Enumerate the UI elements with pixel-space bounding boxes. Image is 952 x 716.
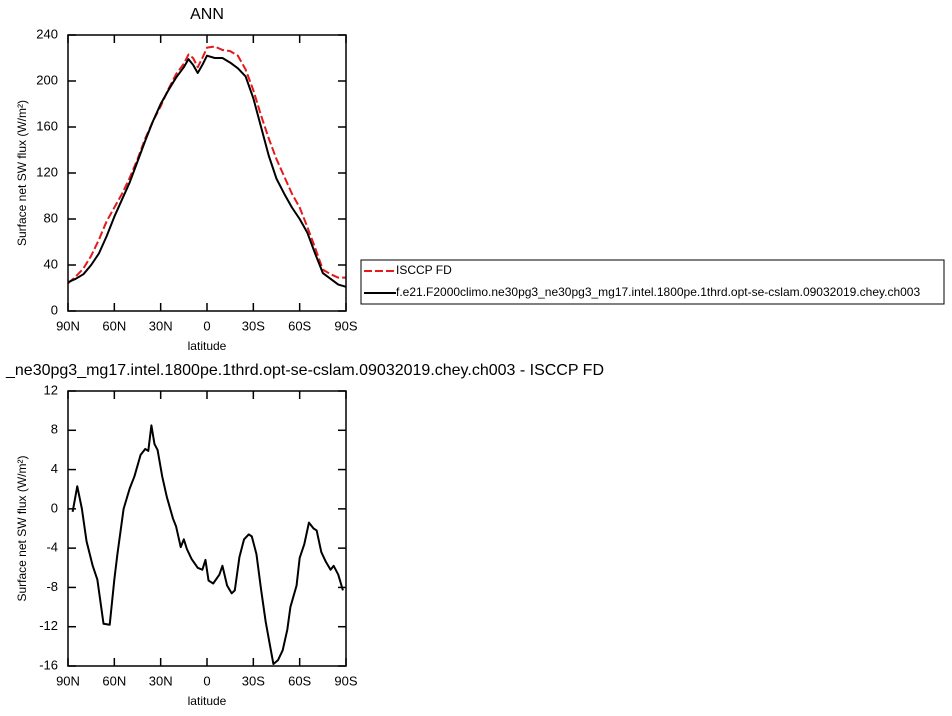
x-tick-label: 30N xyxy=(149,318,173,333)
y-axis-label: Surface net SW flux (W/m²) xyxy=(15,455,29,601)
legend-box xyxy=(360,259,945,305)
y-tick-label: 160 xyxy=(36,118,58,133)
x-tick-label: 0 xyxy=(203,673,210,688)
x-tick-label: 60S xyxy=(288,318,311,333)
y-tick-label: 40 xyxy=(44,256,58,271)
legend-label: ISCCP FD xyxy=(396,263,452,277)
x-tick-label: 30N xyxy=(149,673,173,688)
y-axis-label: Surface net SW flux (W/m²) xyxy=(15,100,29,246)
y-tick-label: 80 xyxy=(44,210,58,225)
x-tick-label: 30S xyxy=(242,318,265,333)
y-tick-label: 240 xyxy=(36,26,58,41)
data-line xyxy=(67,45,346,285)
x-tick-label: 30S xyxy=(242,673,265,688)
y-tick-label: -4 xyxy=(46,540,58,555)
chart-title: _ne30pg3_mg17.intel.1800pe.1thrd.opt-se-… xyxy=(5,362,604,379)
y-tick-label: 120 xyxy=(36,164,58,179)
legend-label: f.e21.F2000climo.ne30pg3_ne30pg3_mg17.in… xyxy=(396,285,920,299)
plot-frame xyxy=(67,390,347,667)
y-tick-label: -16 xyxy=(39,657,58,672)
y-tick-label: 12 xyxy=(44,382,58,397)
data-line xyxy=(71,424,344,666)
x-tick-label: 60S xyxy=(288,673,311,688)
chart-title: ANN xyxy=(190,6,224,23)
plot-frame xyxy=(67,34,347,312)
x-tick-label: 90S xyxy=(334,673,357,688)
x-tick-label: 90S xyxy=(334,318,357,333)
x-axis-label: latitude xyxy=(188,339,227,353)
x-tick-label: 60N xyxy=(102,318,126,333)
x-tick-label: 90N xyxy=(56,318,80,333)
y-tick-label: 4 xyxy=(51,461,58,476)
data-line xyxy=(67,54,347,288)
y-tick-label: -8 xyxy=(46,579,58,594)
y-tick-label: 0 xyxy=(51,500,58,515)
x-tick-label: 0 xyxy=(203,318,210,333)
y-tick-label: 8 xyxy=(51,422,58,437)
y-tick-label: 200 xyxy=(36,72,58,87)
y-tick-label: -12 xyxy=(39,618,58,633)
x-axis-label: latitude xyxy=(188,694,227,708)
y-tick-label: 0 xyxy=(51,302,58,317)
x-tick-label: 90N xyxy=(56,673,80,688)
x-tick-label: 60N xyxy=(102,673,126,688)
